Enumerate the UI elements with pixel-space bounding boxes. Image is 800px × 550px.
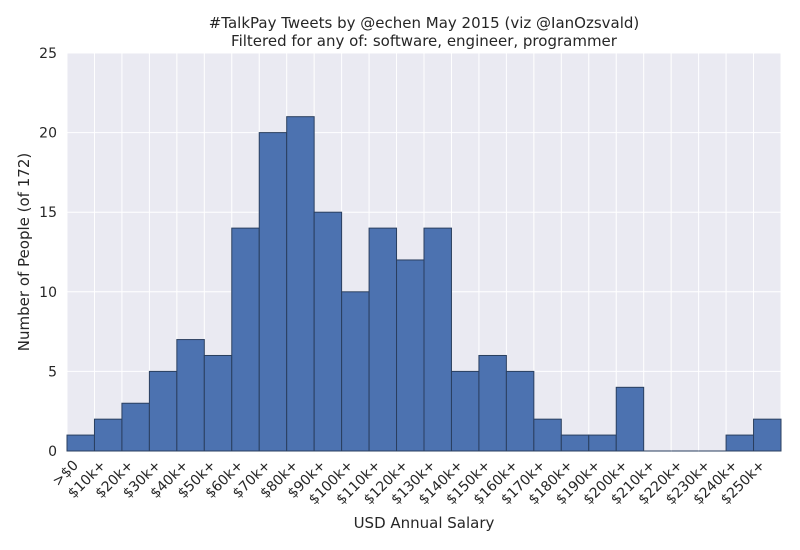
- bar: [341, 291, 370, 452]
- chart-title: #TalkPay Tweets by @echen May 2015 (viz …: [209, 14, 640, 32]
- bar: [753, 418, 782, 452]
- bar: [121, 402, 150, 452]
- bar: [533, 418, 562, 452]
- bar: [231, 227, 260, 452]
- y-tick-label: 0: [48, 444, 57, 460]
- bar: [505, 370, 535, 452]
- bar: [725, 434, 755, 452]
- bar: [423, 227, 452, 452]
- chart-subtitle: Filtered for any of: software, engineer,…: [231, 32, 618, 50]
- bar: [588, 434, 617, 452]
- x-axis-ticks: >$0$10k+$20k+$30k+$40k+$50k+$60k+$70k+$8…: [50, 458, 769, 509]
- bars: [66, 116, 782, 452]
- y-tick-label: 10: [39, 285, 57, 301]
- bar: [258, 132, 288, 452]
- y-tick-label: 15: [39, 205, 57, 221]
- bar: [478, 354, 507, 452]
- bar: [560, 434, 590, 452]
- bar: [313, 211, 343, 452]
- bar: [93, 418, 123, 452]
- y-tick-label: 20: [39, 126, 57, 142]
- bar: [286, 116, 315, 452]
- bar: [66, 434, 95, 452]
- bar: [176, 339, 205, 452]
- bar: [368, 227, 398, 452]
- bar: [396, 259, 425, 452]
- bar: [148, 370, 178, 452]
- y-tick-label: 5: [48, 364, 57, 380]
- y-axis-ticks: 0 5 10 15 20 25: [39, 46, 57, 460]
- y-tick-label: 25: [39, 46, 57, 62]
- bar: [450, 370, 480, 452]
- x-axis-label: USD Annual Salary: [354, 514, 495, 532]
- bar: [203, 354, 233, 452]
- y-axis-label: Number of People (of 172): [15, 153, 33, 351]
- bar: [615, 386, 645, 452]
